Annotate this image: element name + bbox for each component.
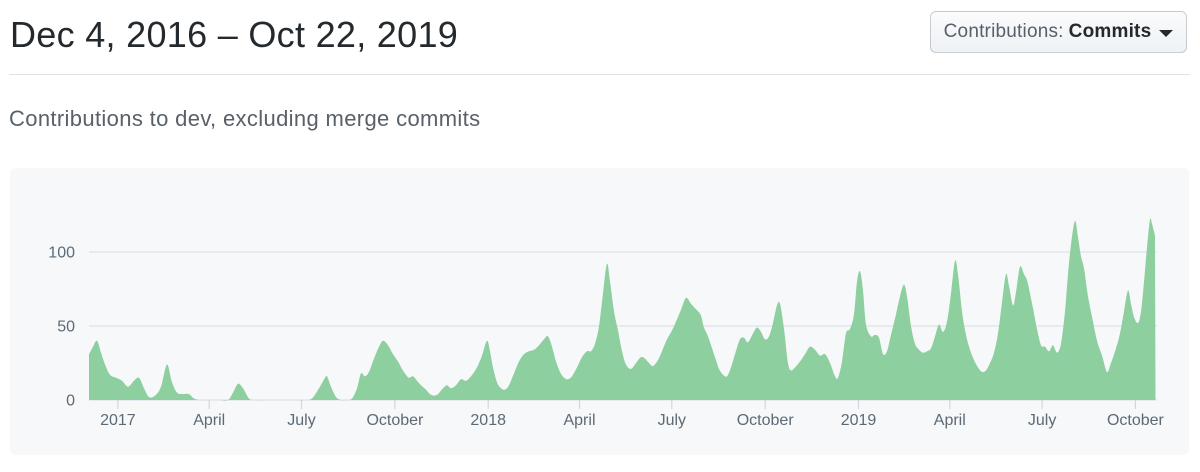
svg-text:April: April [193,412,225,429]
svg-text:50: 50 [57,319,75,336]
svg-text:2019: 2019 [841,412,877,429]
svg-text:July: July [658,412,686,429]
svg-text:April: April [934,412,966,429]
svg-text:October: October [1107,412,1165,429]
svg-text:July: July [1028,412,1056,429]
svg-text:October: October [366,412,424,429]
svg-text:2018: 2018 [470,412,506,429]
svg-text:October: October [737,412,795,429]
svg-text:2017: 2017 [100,412,136,429]
svg-text:July: July [287,412,315,429]
svg-text:100: 100 [48,245,75,262]
svg-text:0: 0 [66,393,75,410]
svg-text:April: April [563,412,595,429]
